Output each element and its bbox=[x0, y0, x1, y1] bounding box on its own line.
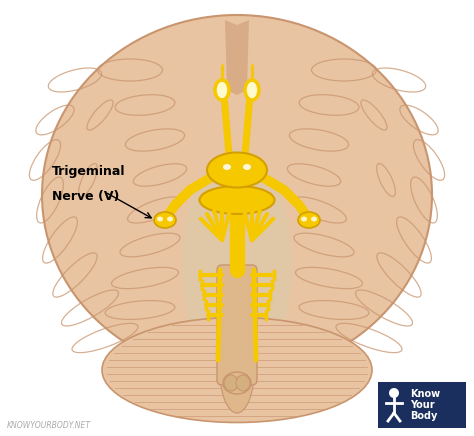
Text: Nerve (V): Nerve (V) bbox=[52, 190, 119, 203]
Ellipse shape bbox=[200, 186, 274, 214]
Ellipse shape bbox=[223, 164, 231, 170]
Ellipse shape bbox=[298, 212, 320, 228]
Ellipse shape bbox=[182, 150, 292, 380]
Ellipse shape bbox=[215, 80, 229, 100]
Text: Know: Know bbox=[410, 389, 440, 399]
Ellipse shape bbox=[207, 153, 267, 187]
Circle shape bbox=[389, 388, 399, 398]
Ellipse shape bbox=[102, 317, 372, 422]
Text: Trigeminal: Trigeminal bbox=[52, 165, 126, 178]
Ellipse shape bbox=[236, 375, 250, 391]
FancyBboxPatch shape bbox=[217, 265, 257, 385]
Ellipse shape bbox=[219, 323, 255, 413]
Ellipse shape bbox=[154, 212, 176, 228]
Text: Your: Your bbox=[410, 400, 435, 410]
Ellipse shape bbox=[42, 15, 432, 375]
Text: Body: Body bbox=[410, 411, 438, 421]
Ellipse shape bbox=[224, 375, 238, 391]
Ellipse shape bbox=[245, 80, 259, 100]
Ellipse shape bbox=[301, 217, 307, 221]
Polygon shape bbox=[225, 20, 249, 95]
Ellipse shape bbox=[311, 217, 317, 221]
Ellipse shape bbox=[157, 217, 163, 221]
Ellipse shape bbox=[223, 372, 251, 394]
Text: KNOWYOURBODY.NET: KNOWYOURBODY.NET bbox=[7, 421, 91, 430]
Ellipse shape bbox=[243, 164, 251, 170]
Ellipse shape bbox=[167, 217, 173, 221]
FancyBboxPatch shape bbox=[378, 382, 466, 428]
